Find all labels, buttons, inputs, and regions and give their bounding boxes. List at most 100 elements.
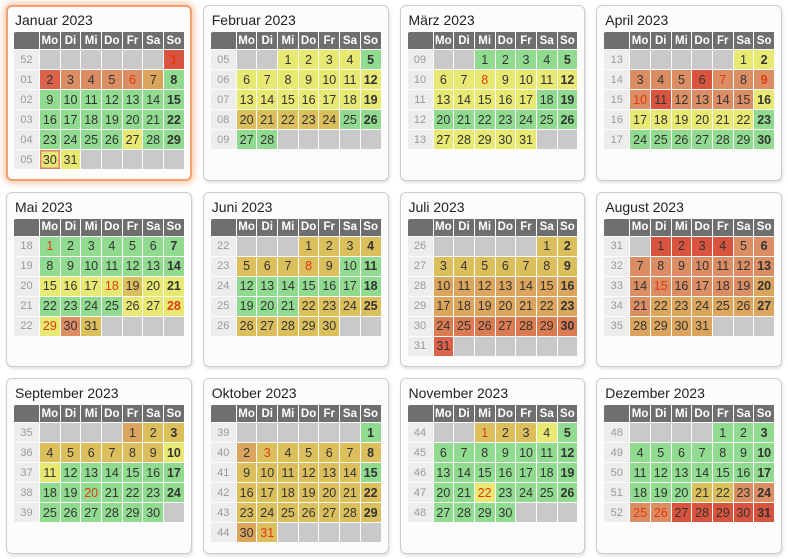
day-cell[interactable]: 2 <box>298 50 319 69</box>
day-cell[interactable]: 4 <box>454 256 474 276</box>
day-cell[interactable]: 23 <box>298 110 319 129</box>
day-cell[interactable]: 29 <box>474 130 495 149</box>
day-cell[interactable]: 20 <box>143 276 164 296</box>
day-cell[interactable]: 22 <box>474 483 495 503</box>
day-cell[interactable]: 5 <box>236 256 257 276</box>
day-cell[interactable]: 3 <box>754 423 774 443</box>
day-cell[interactable]: 3 <box>433 256 454 276</box>
day-cell[interactable]: 8 <box>278 70 298 89</box>
day-cell[interactable]: 20 <box>495 296 516 316</box>
day-cell[interactable]: 13 <box>495 276 516 296</box>
day-cell[interactable]: 7 <box>340 443 360 463</box>
day-cell[interactable]: 29 <box>733 130 754 149</box>
day-cell[interactable]: 11 <box>340 70 360 89</box>
day-cell[interactable]: 17 <box>319 90 340 109</box>
day-cell[interactable]: 13 <box>671 463 692 483</box>
day-cell[interactable]: 14 <box>712 90 733 109</box>
day-cell[interactable]: 19 <box>671 110 692 129</box>
day-cell[interactable]: 7 <box>454 70 474 89</box>
day-cell[interactable]: 29 <box>122 503 143 523</box>
day-cell[interactable]: 25 <box>278 503 298 523</box>
day-cell[interactable]: 28 <box>454 503 474 523</box>
day-cell[interactable]: 4 <box>81 70 102 89</box>
day-cell[interactable]: 10 <box>257 463 278 483</box>
day-cell[interactable]: 4 <box>630 443 650 463</box>
day-cell[interactable]: 18 <box>650 110 671 129</box>
day-cell[interactable]: 6 <box>257 256 278 276</box>
day-cell[interactable]: 30 <box>319 316 340 336</box>
day-cell[interactable]: 23 <box>557 296 578 316</box>
day-cell[interactable]: 24 <box>433 316 454 336</box>
day-cell[interactable]: 7 <box>164 236 184 256</box>
day-cell[interactable]: 30 <box>557 316 578 336</box>
day-cell[interactable]: 16 <box>754 90 774 109</box>
day-cell[interactable]: 6 <box>122 70 143 89</box>
day-cell[interactable]: 29 <box>474 503 495 523</box>
day-cell[interactable]: 26 <box>298 503 319 523</box>
day-cell[interactable]: 22 <box>650 296 671 316</box>
day-cell[interactable]: 28 <box>692 503 712 523</box>
day-cell[interactable]: 9 <box>40 90 60 109</box>
day-cell[interactable]: 26 <box>557 483 578 503</box>
day-cell[interactable]: 9 <box>143 443 164 463</box>
day-cell[interactable]: 22 <box>712 483 733 503</box>
day-cell[interactable]: 26 <box>671 130 692 149</box>
day-cell[interactable]: 4 <box>340 50 360 69</box>
day-cell[interactable]: 20 <box>433 483 454 503</box>
day-cell[interactable]: 24 <box>60 130 81 149</box>
day-cell[interactable]: 10 <box>754 443 774 463</box>
day-cell[interactable]: 22 <box>122 483 143 503</box>
day-cell[interactable]: 9 <box>298 70 319 89</box>
day-cell[interactable]: 17 <box>754 463 774 483</box>
day-cell[interactable]: 20 <box>692 110 712 129</box>
day-cell[interactable]: 12 <box>733 256 754 276</box>
day-cell[interactable]: 21 <box>278 296 298 316</box>
day-cell[interactable]: 17 <box>516 90 536 109</box>
day-cell[interactable]: 12 <box>557 70 578 89</box>
day-cell[interactable]: 7 <box>712 70 733 89</box>
day-cell[interactable]: 26 <box>122 296 143 316</box>
day-cell[interactable]: 8 <box>122 443 143 463</box>
day-cell[interactable]: 11 <box>536 70 557 89</box>
day-cell[interactable]: 4 <box>360 236 381 256</box>
day-cell[interactable]: 31 <box>754 503 774 523</box>
day-cell[interactable]: 24 <box>754 483 774 503</box>
day-cell[interactable]: 28 <box>516 316 536 336</box>
day-cell[interactable]: 16 <box>298 90 319 109</box>
day-cell[interactable]: 18 <box>40 483 60 503</box>
day-cell[interactable]: 24 <box>81 296 102 316</box>
day-cell[interactable]: 14 <box>630 276 650 296</box>
day-cell[interactable]: 28 <box>164 296 184 316</box>
day-cell[interactable]: 8 <box>474 443 495 463</box>
day-cell[interactable]: 26 <box>60 503 81 523</box>
day-cell[interactable]: 4 <box>536 50 557 69</box>
day-cell[interactable]: 29 <box>650 316 671 336</box>
day-cell[interactable]: 4 <box>278 443 298 463</box>
day-cell[interactable]: 24 <box>516 483 536 503</box>
day-cell[interactable]: 15 <box>474 90 495 109</box>
day-cell[interactable]: 8 <box>164 70 184 89</box>
day-cell[interactable]: 23 <box>319 296 340 316</box>
day-cell[interactable]: 25 <box>360 296 381 316</box>
day-cell[interactable]: 6 <box>671 443 692 463</box>
day-cell[interactable]: 10 <box>630 90 650 109</box>
day-cell[interactable]: 18 <box>454 296 474 316</box>
day-cell[interactable]: 11 <box>630 463 650 483</box>
day-cell[interactable]: 14 <box>257 90 278 109</box>
day-cell[interactable]: 18 <box>712 276 733 296</box>
day-cell[interactable]: 26 <box>733 296 754 316</box>
day-cell[interactable]: 22 <box>536 296 557 316</box>
day-cell[interactable]: 26 <box>236 316 257 336</box>
day-cell[interactable]: 20 <box>319 483 340 503</box>
day-cell[interactable]: 28 <box>257 130 278 149</box>
day-cell[interactable]: 27 <box>754 296 774 316</box>
day-cell[interactable]: 27 <box>319 503 340 523</box>
day-cell[interactable]: 20 <box>81 483 102 503</box>
day-cell[interactable]: 5 <box>474 256 495 276</box>
day-cell[interactable]: 11 <box>536 443 557 463</box>
day-cell[interactable]: 18 <box>278 483 298 503</box>
day-cell[interactable]: 26 <box>102 130 122 149</box>
day-cell[interactable]: 13 <box>319 463 340 483</box>
day-cell[interactable]: 7 <box>692 443 712 463</box>
day-cell[interactable]: 20 <box>754 276 774 296</box>
